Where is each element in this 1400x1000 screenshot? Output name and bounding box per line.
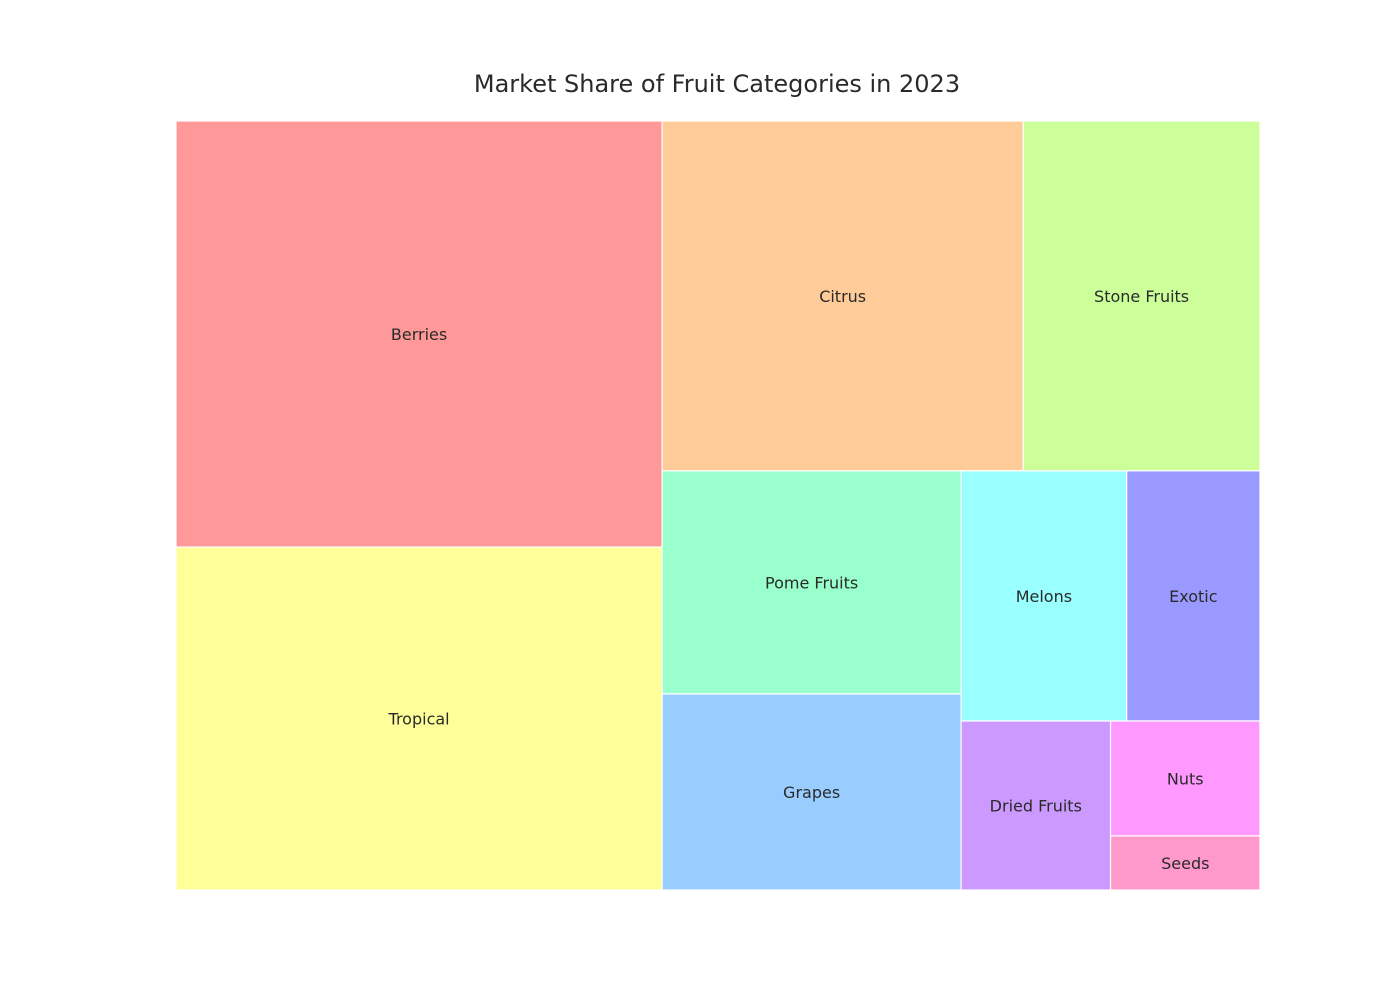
tile-exotic: Exotic: [1126, 470, 1261, 722]
tile-berries: Berries: [175, 120, 663, 548]
tile-label-stone-fruits: Stone Fruits: [1094, 287, 1189, 306]
tile-label-pome-fruits: Pome Fruits: [765, 573, 858, 592]
tile-rect-berries: [175, 120, 663, 548]
tile-rect-citrus: [661, 120, 1024, 472]
tile-melons: Melons: [960, 470, 1128, 722]
tile-rect-pome-fruits: [661, 470, 962, 695]
tile-label-grapes: Grapes: [783, 783, 840, 802]
tile-rect-tropical: [175, 546, 663, 891]
tile-dried-fruits: Dried Fruits: [960, 720, 1112, 891]
tile-label-berries: Berries: [391, 325, 447, 344]
tile-label-nuts: Nuts: [1167, 769, 1204, 788]
tile-label-tropical: Tropical: [388, 710, 450, 729]
tile-rect-melons: [960, 470, 1128, 722]
tile-stone-fruits: Stone Fruits: [1022, 120, 1261, 472]
tile-label-exotic: Exotic: [1169, 587, 1217, 606]
tile-label-dried-fruits: Dried Fruits: [990, 796, 1082, 815]
chart-title: Market Share of Fruit Categories in 2023: [474, 70, 960, 98]
tile-rect-seeds: [1109, 835, 1261, 891]
tile-nuts: Nuts: [1109, 720, 1261, 837]
tile-label-citrus: Citrus: [819, 287, 866, 306]
tile-seeds: Seeds: [1109, 835, 1261, 891]
tile-rect-stone-fruits: [1022, 120, 1261, 472]
tile-rect-nuts: [1109, 720, 1261, 837]
tile-grapes: Grapes: [661, 693, 962, 891]
treemap-tiles: Berries Tropical Citrus Stone Fruits Pome Fr…: [175, 120, 1261, 891]
tile-tropical: Tropical: [175, 546, 663, 891]
tile-citrus: Citrus: [661, 120, 1024, 472]
tile-label-melons: Melons: [1016, 587, 1072, 606]
tile-rect-grapes: [661, 693, 962, 891]
tile-rect-dried-fruits: [960, 720, 1112, 891]
tile-pome-fruits: Pome Fruits: [661, 470, 962, 695]
tile-rect-exotic: [1126, 470, 1261, 722]
tile-label-seeds: Seeds: [1161, 854, 1209, 873]
